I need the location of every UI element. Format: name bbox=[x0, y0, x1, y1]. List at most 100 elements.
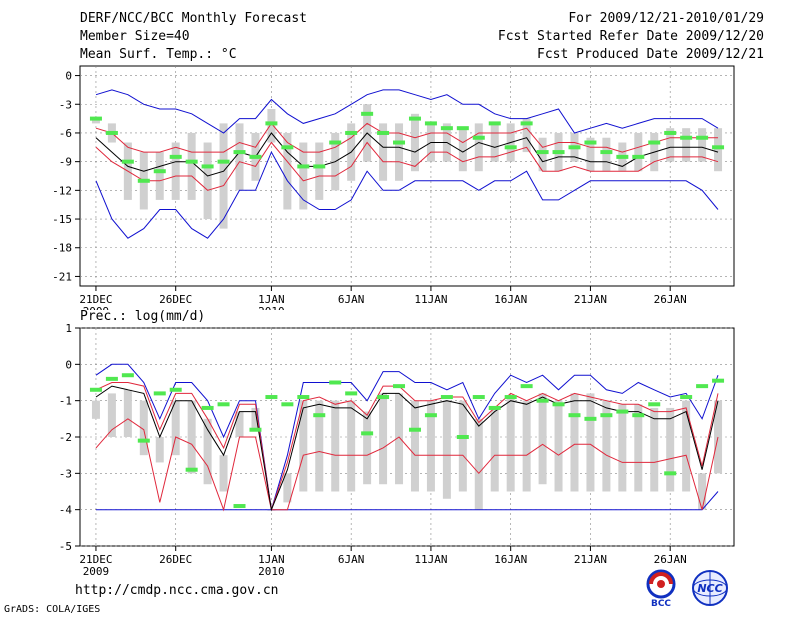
ensemble-box bbox=[458, 128, 467, 172]
ensemble-box bbox=[283, 473, 292, 503]
observed-marker bbox=[648, 140, 661, 145]
ensemble-box bbox=[267, 109, 276, 143]
x-tick-label: 16JAN bbox=[494, 553, 527, 566]
ensemble-box bbox=[363, 411, 372, 485]
observed-marker bbox=[153, 391, 166, 396]
lower-quartile-line bbox=[95, 418, 719, 512]
upper-quartile-line bbox=[95, 382, 719, 510]
observed-marker bbox=[616, 409, 629, 414]
observed-marker bbox=[440, 395, 453, 400]
observed-marker bbox=[456, 435, 469, 439]
x-tick-label: 6JAN bbox=[338, 553, 365, 566]
observed-marker bbox=[408, 427, 421, 432]
ensemble-box bbox=[650, 407, 659, 492]
x-tick-label: 11JAN bbox=[414, 293, 447, 306]
ensemble-box bbox=[602, 137, 611, 172]
ensemble-box bbox=[171, 400, 180, 456]
observed-marker bbox=[456, 126, 469, 131]
ensemble-box bbox=[315, 400, 324, 492]
observed-marker bbox=[121, 159, 134, 164]
ensemble-box bbox=[490, 123, 499, 162]
observed-marker bbox=[664, 471, 677, 476]
y-tick-label: -2 bbox=[59, 431, 72, 444]
observed-marker bbox=[201, 405, 214, 410]
y-tick-label: -9 bbox=[59, 156, 72, 169]
ensemble-box bbox=[522, 400, 531, 492]
ensemble-box bbox=[634, 404, 643, 492]
min-line bbox=[95, 150, 719, 239]
ensemble-box bbox=[299, 400, 308, 492]
observed-marker bbox=[504, 395, 517, 400]
observed-marker bbox=[648, 402, 661, 407]
observed-marker bbox=[377, 395, 390, 400]
ensemble-box bbox=[506, 397, 515, 492]
y-tick-label: -15 bbox=[52, 213, 72, 226]
observed-marker bbox=[297, 395, 310, 400]
observed-marker bbox=[89, 116, 102, 121]
observed-marker bbox=[137, 438, 150, 443]
ensemble-box bbox=[283, 132, 292, 210]
y-tick-label: -12 bbox=[52, 184, 72, 197]
ensemble-box bbox=[682, 400, 691, 492]
observed-marker bbox=[488, 121, 501, 126]
observed-marker bbox=[536, 398, 549, 403]
observed-marker bbox=[632, 413, 645, 418]
ensemble-box bbox=[682, 128, 691, 162]
observed-marker bbox=[329, 380, 342, 385]
refer-date: Fcst Started Refer Date 2009/12/20 bbox=[497, 29, 764, 44]
observed-marker bbox=[696, 384, 709, 389]
y-tick-label: -3 bbox=[59, 467, 72, 480]
x-tick-label: 26JAN bbox=[654, 553, 687, 566]
upper-quartile-line bbox=[95, 122, 718, 153]
x-year-label: 2009 bbox=[83, 565, 110, 578]
ensemble-box bbox=[490, 407, 499, 492]
ensemble-box bbox=[91, 118, 100, 124]
x-tick-label: 26JAN bbox=[654, 293, 687, 306]
x-year-label: 2010 bbox=[258, 565, 285, 578]
plot-frame bbox=[79, 65, 735, 287]
observed-marker bbox=[616, 154, 629, 159]
observed-marker bbox=[361, 111, 374, 116]
observed-marker bbox=[377, 130, 390, 135]
observed-marker bbox=[281, 402, 294, 407]
ensemble-box bbox=[586, 137, 595, 172]
x-tick-label: 11JAN bbox=[414, 553, 447, 566]
ensemble-box bbox=[602, 400, 611, 492]
ensemble-box bbox=[235, 411, 244, 437]
ensemble-box bbox=[107, 393, 116, 437]
observed-marker bbox=[536, 150, 549, 155]
ensemble-box bbox=[570, 393, 579, 492]
observed-marker bbox=[568, 413, 581, 418]
observed-marker bbox=[568, 145, 581, 150]
member-size: Member Size=40 bbox=[80, 29, 190, 44]
prec-chart-title: Prec.: log(mm/d) bbox=[80, 309, 206, 324]
ensemble-box bbox=[187, 400, 196, 474]
ensemble-box bbox=[299, 142, 308, 210]
observed-marker bbox=[393, 384, 406, 389]
produced-date: Fcst Produced Date 2009/12/21 bbox=[537, 47, 764, 62]
ensemble-box bbox=[634, 132, 643, 172]
observed-marker bbox=[265, 121, 278, 126]
ensemble-box bbox=[618, 404, 627, 492]
ensemble-box bbox=[219, 123, 228, 229]
max-line bbox=[95, 89, 719, 134]
observed-marker bbox=[552, 402, 565, 407]
ensemble-mean-line bbox=[95, 132, 719, 177]
observed-marker bbox=[584, 140, 597, 145]
observed-marker bbox=[664, 130, 677, 135]
ensemble-box bbox=[426, 400, 435, 492]
precipitation-chart: 1 0 -1 -2 -3 -4 -5 21DEC 26DEC 1JAN 6JAN 11JAN 16JAN… bbox=[59, 322, 735, 578]
ensemble-box bbox=[331, 400, 340, 492]
observed-marker bbox=[201, 164, 214, 169]
ensemble-box bbox=[379, 393, 388, 485]
ensemble-box bbox=[538, 137, 547, 172]
x-tick-label: 1JAN bbox=[258, 553, 285, 566]
observed-marker bbox=[217, 159, 230, 164]
observed-marker bbox=[121, 373, 134, 378]
observed-marker bbox=[265, 395, 278, 400]
ensemble-box bbox=[554, 400, 563, 492]
ensemble-box bbox=[474, 123, 483, 172]
observed-marker bbox=[584, 416, 597, 421]
ncc-logo-text: NCC bbox=[697, 582, 722, 595]
x-tick-label: 21JAN bbox=[574, 553, 607, 566]
